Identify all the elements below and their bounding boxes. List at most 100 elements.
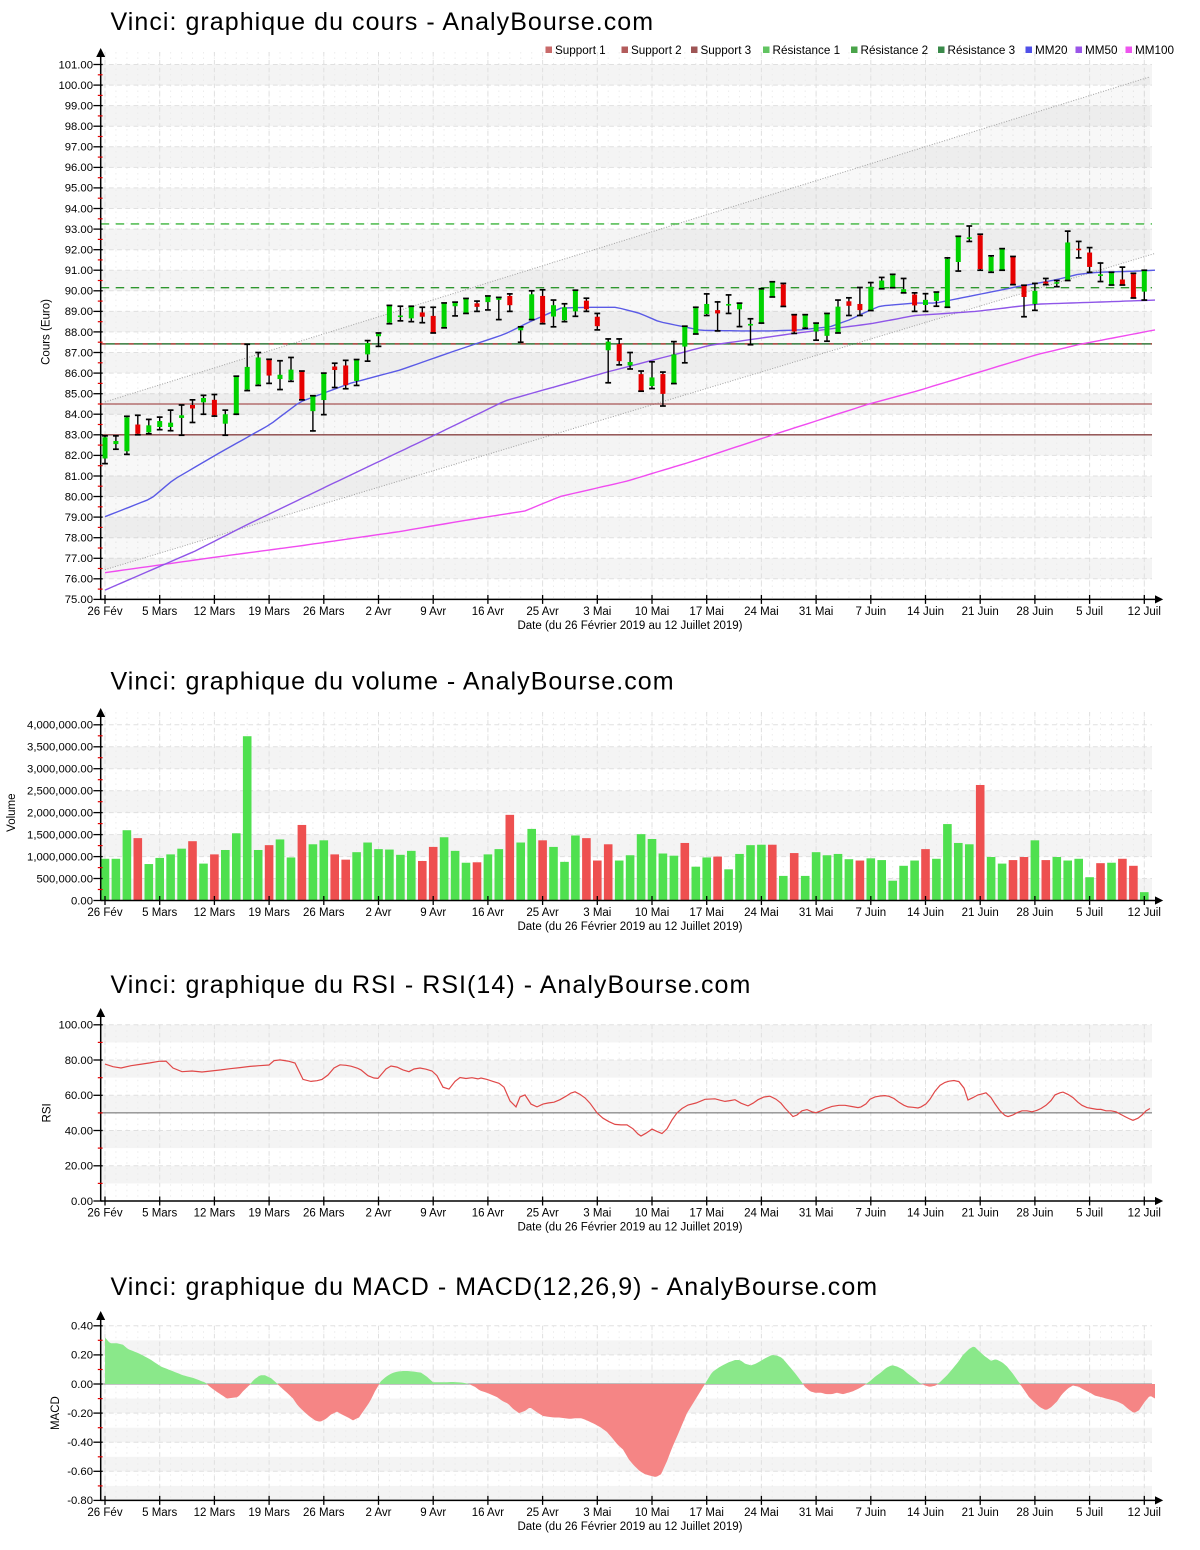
svg-text:83.00: 83.00 — [65, 430, 93, 442]
svg-text:2 Avr: 2 Avr — [366, 907, 392, 919]
svg-text:Support 3: Support 3 — [701, 44, 752, 57]
svg-text:19 Mars: 19 Mars — [248, 1208, 290, 1220]
svg-text:21 Juin: 21 Juin — [962, 1208, 999, 1220]
svg-text:9 Avr: 9 Avr — [420, 1208, 446, 1220]
svg-text:16 Avr: 16 Avr — [472, 1507, 505, 1519]
svg-text:26 Fév: 26 Fév — [87, 1507, 122, 1519]
svg-text:None: None — [110, 0, 159, 5]
svg-text:12 Juil: 12 Juil — [1128, 1208, 1161, 1220]
svg-text:7 Juin: 7 Juin — [855, 1507, 886, 1519]
svg-text:None: None — [110, 0, 159, 5]
svg-text:25 Avr: 25 Avr — [526, 907, 559, 919]
svg-text:0.00: 0.00 — [71, 1196, 93, 1208]
svg-text:9 Avr: 9 Avr — [420, 606, 446, 618]
svg-text:80.00: 80.00 — [65, 1055, 93, 1067]
svg-text:5 Juil: 5 Juil — [1076, 1208, 1103, 1220]
svg-text:96.00: 96.00 — [65, 162, 93, 174]
svg-text:19 Mars: 19 Mars — [248, 606, 290, 618]
svg-text:5 Juil: 5 Juil — [1076, 907, 1103, 919]
svg-text:24 Mai: 24 Mai — [744, 606, 779, 618]
svg-text:Vinci: graphique du cours - An: Vinci: graphique du cours - AnalyBourse.… — [111, 8, 655, 36]
svg-text:Date (du 26 Février 2019 au 12: Date (du 26 Février 2019 au 12 Juillet 2… — [517, 921, 742, 933]
svg-text:7 Juin: 7 Juin — [855, 907, 886, 919]
svg-text:5 Juil: 5 Juil — [1076, 606, 1103, 618]
svg-text:5 Mars: 5 Mars — [142, 606, 177, 618]
svg-text:Vinci: graphique du volume - A: Vinci: graphique du volume - AnalyBourse… — [111, 668, 675, 696]
svg-text:26 Mars: 26 Mars — [303, 907, 345, 919]
svg-text:24 Mai: 24 Mai — [744, 1507, 779, 1519]
svg-text:26 Mars: 26 Mars — [303, 1507, 345, 1519]
svg-text:Cours (Euro): Cours (Euro) — [41, 299, 53, 365]
svg-text:Date (du 26 Février 2019 au 12: Date (du 26 Février 2019 au 12 Juillet 2… — [517, 1222, 742, 1234]
svg-text:0.00: 0.00 — [71, 1379, 93, 1391]
svg-text:94.00: 94.00 — [65, 203, 93, 215]
svg-text:Support 1: Support 1 — [555, 44, 606, 57]
svg-text:10 Mai: 10 Mai — [635, 1507, 670, 1519]
svg-text:14 Juin: 14 Juin — [907, 1208, 944, 1220]
svg-text:12 Juil: 12 Juil — [1128, 907, 1161, 919]
svg-text:31 Mai: 31 Mai — [799, 907, 834, 919]
svg-text:1,000,000.00: 1,000,000.00 — [27, 851, 93, 863]
svg-text:Vinci: graphique du MACD - MAC: Vinci: graphique du MACD - MACD(12,26,9)… — [111, 1273, 879, 1301]
svg-text:16 Avr: 16 Avr — [472, 606, 505, 618]
svg-text:28 Juin: 28 Juin — [1016, 606, 1053, 618]
svg-text:100.00: 100.00 — [58, 80, 93, 92]
svg-text:5 Mars: 5 Mars — [142, 1208, 177, 1220]
svg-text:3 Mai: 3 Mai — [583, 1208, 611, 1220]
svg-text:None: None — [110, 0, 159, 5]
svg-text:Résistance 3: Résistance 3 — [948, 44, 1016, 57]
svg-text:3 Mai: 3 Mai — [583, 907, 611, 919]
svg-text:20.00: 20.00 — [65, 1161, 93, 1173]
svg-text:3,500,000.00: 3,500,000.00 — [27, 742, 93, 754]
svg-text:80.00: 80.00 — [65, 491, 93, 503]
svg-text:Résistance 2: Résistance 2 — [861, 44, 929, 57]
svg-text:-0.20: -0.20 — [67, 1408, 93, 1420]
svg-text:12 Juil: 12 Juil — [1128, 1507, 1161, 1519]
svg-text:3,000,000.00: 3,000,000.00 — [27, 764, 93, 776]
svg-text:Vinci: graphique du RSI - RSI(: Vinci: graphique du RSI - RSI(14) - Anal… — [111, 971, 752, 999]
svg-text:26 Mars: 26 Mars — [303, 1208, 345, 1220]
svg-text:14 Juin: 14 Juin — [907, 1507, 944, 1519]
svg-text:40.00: 40.00 — [65, 1125, 93, 1137]
svg-text:2 Avr: 2 Avr — [366, 606, 392, 618]
svg-text:Support 2: Support 2 — [631, 44, 682, 57]
svg-text:90.00: 90.00 — [65, 286, 93, 298]
svg-text:81.00: 81.00 — [65, 471, 93, 483]
svg-text:2,000,000.00: 2,000,000.00 — [27, 807, 93, 819]
svg-text:26 Mars: 26 Mars — [303, 606, 345, 618]
svg-text:97.00: 97.00 — [65, 142, 93, 154]
svg-text:2 Avr: 2 Avr — [366, 1507, 392, 1519]
svg-text:89.00: 89.00 — [65, 306, 93, 318]
svg-text:100.00: 100.00 — [58, 1020, 93, 1032]
svg-text:Volume: Volume — [6, 793, 18, 831]
svg-text:-0.40: -0.40 — [67, 1437, 93, 1449]
svg-text:26 Fév: 26 Fév — [87, 606, 122, 618]
svg-text:28 Juin: 28 Juin — [1016, 1507, 1053, 1519]
svg-text:17 Mai: 17 Mai — [689, 907, 724, 919]
svg-text:Résistance 1: Résistance 1 — [773, 44, 841, 57]
svg-text:16 Avr: 16 Avr — [472, 907, 505, 919]
svg-text:-0.60: -0.60 — [67, 1466, 93, 1478]
svg-text:60.00: 60.00 — [65, 1090, 93, 1102]
svg-text:4,000,000.00: 4,000,000.00 — [27, 720, 93, 732]
svg-text:31 Mai: 31 Mai — [799, 606, 834, 618]
svg-text:14 Juin: 14 Juin — [907, 907, 944, 919]
svg-text:19 Mars: 19 Mars — [248, 1507, 290, 1519]
svg-text:5 Mars: 5 Mars — [142, 907, 177, 919]
svg-text:25 Avr: 25 Avr — [526, 1507, 559, 1519]
svg-text:28 Juin: 28 Juin — [1016, 1208, 1053, 1220]
svg-text:17 Mai: 17 Mai — [689, 606, 724, 618]
svg-text:None: None — [0, 0, 14, 3]
svg-text:26 Fév: 26 Fév — [87, 907, 122, 919]
svg-text:12 Mars: 12 Mars — [194, 907, 236, 919]
svg-text:21 Juin: 21 Juin — [962, 606, 999, 618]
svg-text:92.00: 92.00 — [65, 244, 93, 256]
svg-text:0.00: 0.00 — [71, 895, 93, 907]
svg-text:95.00: 95.00 — [65, 183, 93, 195]
svg-text:25 Avr: 25 Avr — [526, 606, 559, 618]
svg-text:85.00: 85.00 — [65, 388, 93, 400]
svg-text:10 Mai: 10 Mai — [635, 1208, 670, 1220]
svg-text:21 Juin: 21 Juin — [962, 1507, 999, 1519]
svg-text:9 Avr: 9 Avr — [420, 907, 446, 919]
svg-text:Date (du 26 Février 2019 au 12: Date (du 26 Février 2019 au 12 Juillet 2… — [517, 620, 742, 632]
